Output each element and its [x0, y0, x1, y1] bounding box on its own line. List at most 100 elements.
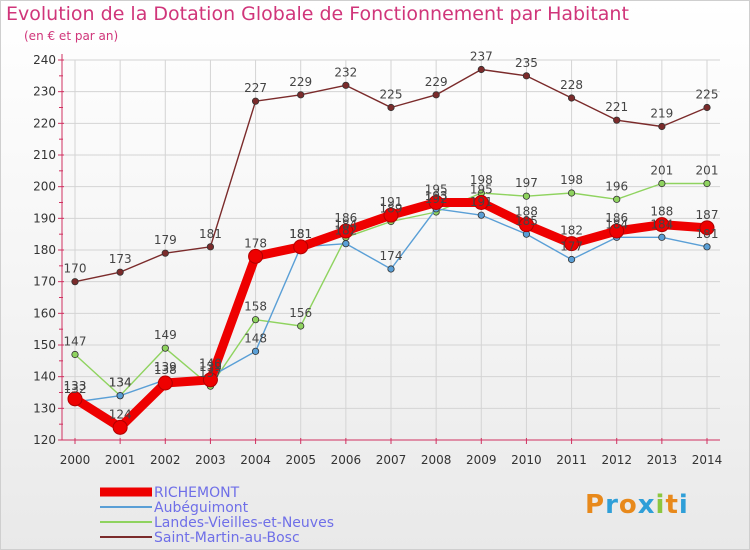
data-label-landes-vieilles-et-neuves: 158: [244, 300, 267, 314]
data-label-landes-vieilles-et-neuves: 201: [650, 164, 673, 178]
data-point-aub-guimont: [116, 392, 124, 400]
data-label-aub-guimont: 174: [380, 249, 403, 263]
logo-letter: i: [655, 490, 666, 520]
data-label-aub-guimont: 193: [425, 189, 448, 203]
legend-label: Aubéguimont: [154, 500, 249, 516]
proxiti-logo: Proxiti: [585, 490, 689, 520]
data-label-landes-vieilles-et-neuves: 189: [380, 202, 403, 216]
y-tick-label: 180: [33, 243, 56, 257]
data-label-landes-vieilles-et-neuves: 192: [425, 192, 448, 206]
data-point-saint-martin-au-bosc: [161, 249, 169, 257]
data-label-aub-guimont: 191: [470, 195, 493, 209]
data-point-landes-vieilles-et-neuves: [703, 179, 711, 188]
y-tick-label: 240: [33, 53, 56, 67]
data-label-richemont: 186: [334, 211, 357, 225]
data-label-saint-martin-au-bosc: 235: [515, 56, 538, 70]
data-label-saint-martin-au-bosc: 237: [470, 50, 493, 64]
data-point-aub-guimont: [251, 347, 260, 355]
data-label-landes-vieilles-et-neuves: 196: [605, 179, 628, 193]
data-label-richemont: 178: [244, 236, 267, 250]
x-tick-label: 2012: [601, 453, 632, 467]
data-labels: 170 173 179 181 227 229 232 225 229 237 235 228 221 2…: [64, 50, 719, 422]
data-point-landes-vieilles-et-neuves: [567, 189, 576, 197]
x-tick-label: 2014: [692, 453, 723, 467]
data-point-landes-vieilles-et-neuves: [658, 179, 666, 188]
chart-subtitle: (en € et par an): [24, 29, 119, 43]
data-point-landes-vieilles-et-neuves: [522, 192, 531, 200]
y-tick-label: 190: [33, 211, 56, 225]
data-label-saint-martin-au-bosc: 232: [334, 65, 357, 79]
y-tick-label: 230: [33, 85, 56, 99]
data-label-saint-martin-au-bosc: 221: [605, 100, 628, 114]
data-point-richemont: [654, 217, 670, 233]
data-label-aub-guimont: 181: [696, 227, 719, 241]
data-label-landes-vieilles-et-neuves: 198: [470, 173, 493, 187]
data-point-aub-guimont: [342, 240, 350, 248]
data-point-landes-vieilles-et-neuves: [71, 350, 79, 359]
y-tick-label: 200: [33, 180, 56, 194]
data-point-richemont: [609, 223, 625, 239]
logo-letter: t: [665, 490, 679, 520]
data-label-saint-martin-au-bosc: 173: [109, 252, 132, 266]
data-point-richemont: [564, 236, 580, 252]
x-tick-label: 2007: [376, 453, 407, 467]
data-point-richemont: [112, 419, 128, 435]
logo-letter: x: [637, 490, 656, 520]
axes: 120 130 140 150 160 170 180 190 200 210 220 230 240 2…: [33, 53, 722, 467]
data-label-richemont: 138: [154, 363, 177, 377]
data-point-landes-vieilles-et-neuves: [297, 322, 305, 330]
data-point-aub-guimont: [703, 243, 711, 251]
data-label-richemont: 195: [425, 183, 448, 197]
x-tick-label: 2013: [647, 453, 678, 467]
data-point-saint-martin-au-bosc: [567, 94, 576, 102]
data-point-saint-martin-au-bosc: [297, 91, 305, 99]
data-label-aub-guimont: 185: [515, 214, 538, 228]
logo-letter: i: [678, 490, 689, 520]
y-tick-label: 130: [33, 401, 56, 415]
data-point-richemont: [157, 375, 173, 391]
data-label-aub-guimont: 134: [109, 376, 132, 390]
data-point-landes-vieilles-et-neuves: [613, 195, 621, 203]
data-label-landes-vieilles-et-neuves: 197: [515, 176, 538, 190]
data-label-richemont: 188: [650, 205, 673, 219]
data-label-aub-guimont: 148: [244, 331, 267, 345]
data-label-landes-vieilles-et-neuves: 134: [109, 376, 132, 390]
data-point-saint-martin-au-bosc: [387, 103, 395, 112]
data-label-richemont: 195: [470, 183, 493, 197]
data-label-aub-guimont: 132: [64, 382, 87, 396]
data-point-richemont: [248, 248, 264, 264]
y-tick-label: 220: [33, 116, 56, 130]
data-point-landes-vieilles-et-neuves: [161, 344, 169, 352]
data-label-saint-martin-au-bosc: 229: [289, 75, 312, 89]
data-point-saint-martin-au-bosc: [432, 91, 440, 99]
x-tick-label: 2008: [421, 453, 452, 467]
x-tick-label: 2000: [60, 453, 91, 467]
data-point-landes-vieilles-et-neuves: [251, 316, 260, 324]
data-label-aub-guimont: 177: [560, 240, 583, 254]
logo-letter: P: [585, 490, 606, 520]
data-point-richemont: [473, 195, 489, 210]
logo-letter: o: [618, 490, 638, 520]
data-label-saint-martin-au-bosc: 179: [154, 233, 177, 247]
data-label-landes-vieilles-et-neuves: 198: [560, 173, 583, 187]
data-point-saint-martin-au-bosc: [522, 72, 531, 80]
data-label-aub-guimont: 182: [334, 224, 357, 238]
data-label-richemont: 191: [380, 195, 403, 209]
data-label-saint-martin-au-bosc: 219: [650, 107, 673, 121]
data-label-aub-guimont: 181: [289, 227, 312, 241]
series-layer: [67, 65, 715, 435]
y-tick-label: 210: [33, 148, 56, 162]
data-point-saint-martin-au-bosc: [206, 243, 215, 251]
data-label-landes-vieilles-et-neuves: 201: [696, 164, 719, 178]
data-point-richemont: [202, 372, 218, 388]
y-tick-label: 160: [33, 306, 56, 320]
data-label-aub-guimont: 184: [650, 217, 673, 231]
data-point-saint-martin-au-bosc: [613, 116, 621, 124]
y-tick-label: 150: [33, 338, 56, 352]
data-label-saint-martin-au-bosc: 170: [64, 262, 87, 276]
data-label-landes-vieilles-et-neuves: 184: [334, 217, 357, 231]
data-point-aub-guimont: [477, 211, 485, 219]
legend-label: Saint-Martin-au-Bosc: [154, 530, 300, 546]
data-label-landes-vieilles-et-neuves: 149: [154, 328, 177, 342]
